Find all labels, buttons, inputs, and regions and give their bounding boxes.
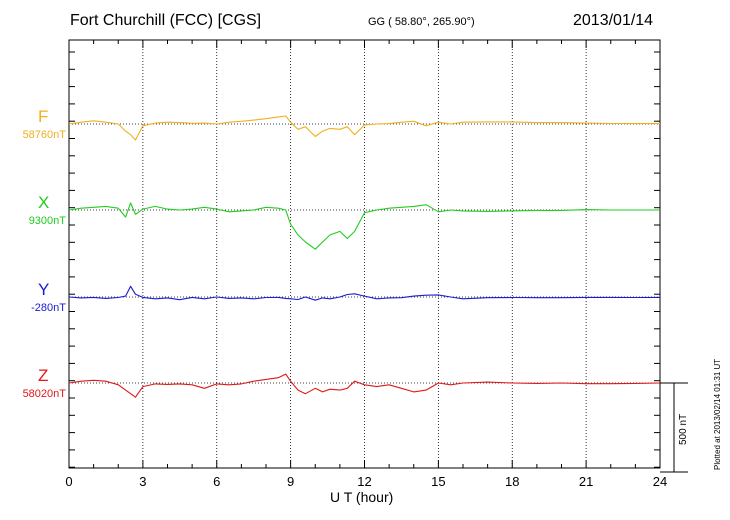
x-tick-label: 6 (213, 474, 220, 489)
component-letter-x: X (38, 193, 50, 212)
series-line-f (68, 115, 660, 141)
x-axis-label: U T (hour) (330, 489, 394, 505)
x-tick-label: 15 (431, 474, 445, 489)
x-tick-label: 18 (505, 474, 519, 489)
component-letter-y: Y (38, 280, 50, 299)
series-line-y (68, 285, 661, 301)
x-tick-label: 21 (579, 474, 593, 489)
x-tick-label: 9 (287, 474, 294, 489)
plot-date: 2013/01/14 (573, 12, 654, 29)
series-line-x (68, 202, 660, 250)
station-title: Fort Churchill (FCC) [CGS] (70, 12, 262, 29)
component-baseline-x: 9300nT (28, 215, 66, 227)
component-baseline-z: 58020nT (22, 388, 66, 400)
plotted-timestamp: Plotted at 2013/02/14 01:31 UT (713, 358, 722, 470)
geographic-coordinates: GG ( 58.80°, 265.90°) (368, 16, 475, 28)
x-tick-label: 12 (357, 474, 371, 489)
component-letter-f: F (38, 107, 49, 126)
x-tick-label: 24 (653, 474, 667, 489)
component-letter-z: Z (38, 366, 49, 385)
x-tick-label: 0 (65, 474, 72, 489)
scale-bar-label: 500 nT (678, 413, 689, 445)
component-baseline-y: -280nT (31, 302, 66, 314)
x-tick-label: 3 (139, 474, 146, 489)
series-line-z (68, 373, 661, 398)
component-baseline-f: 58760nT (22, 129, 66, 141)
